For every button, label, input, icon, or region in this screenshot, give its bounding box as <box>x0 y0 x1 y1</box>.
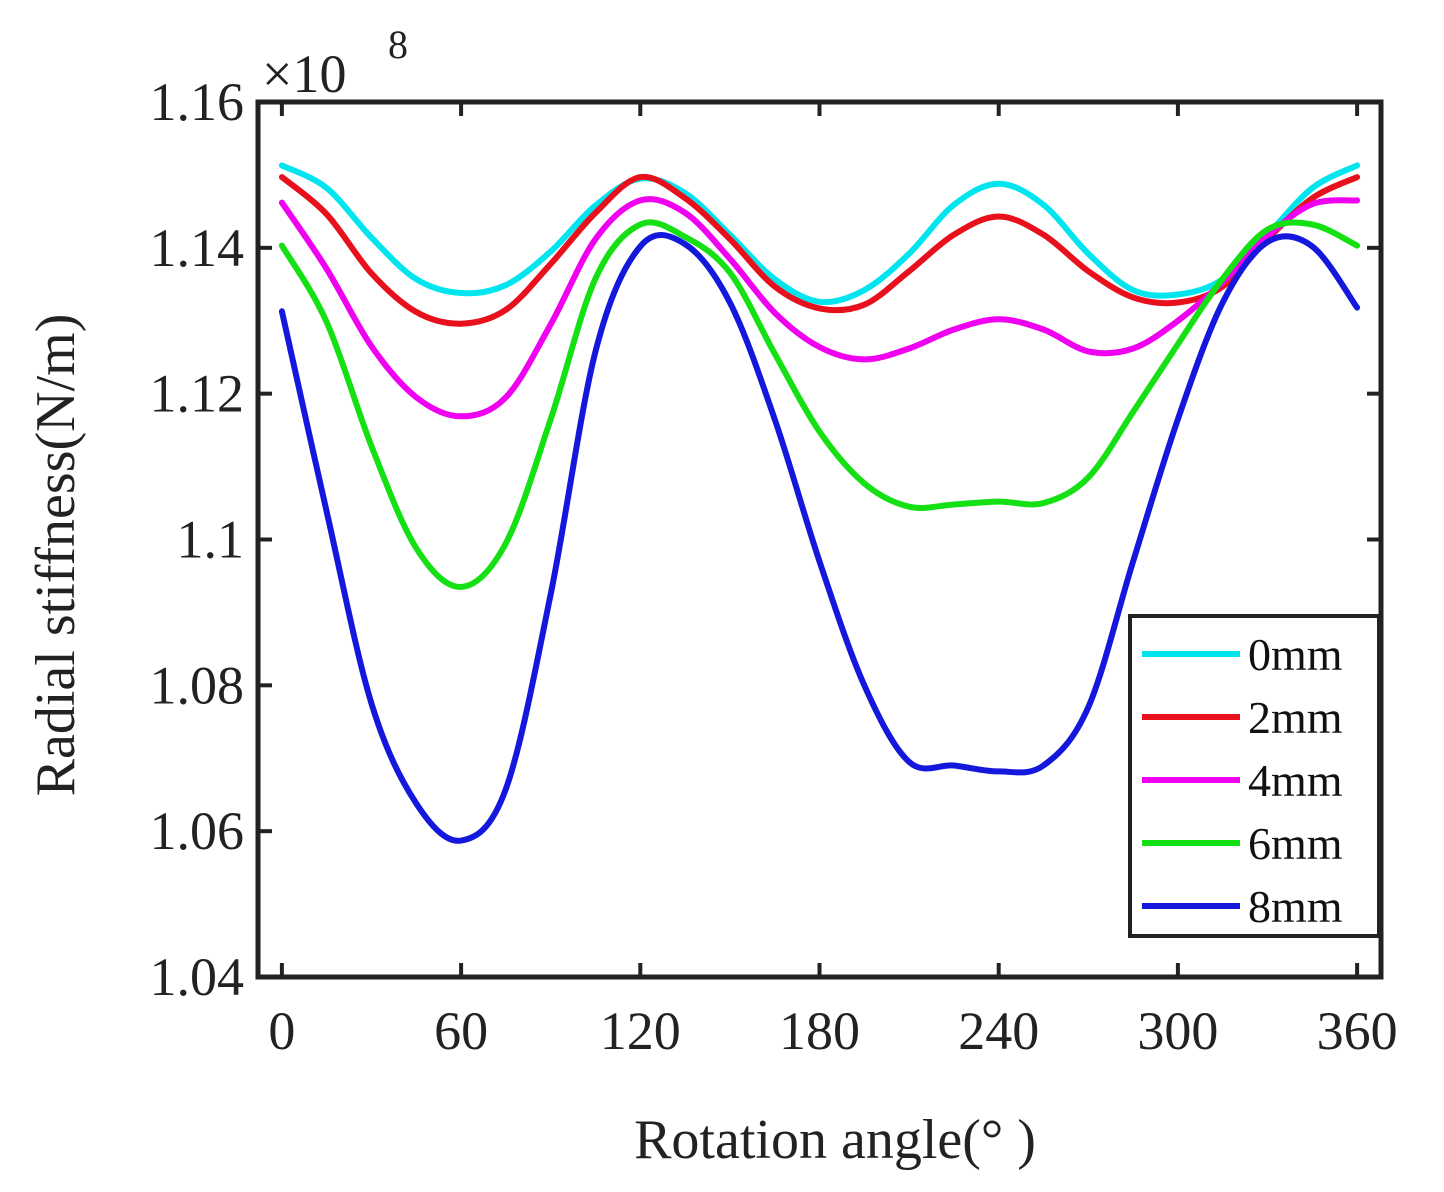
y-tick-label-1.1: 1.1 <box>177 510 245 570</box>
y-tick-label-1.16: 1.16 <box>150 72 245 132</box>
y-tick-label-1.14: 1.14 <box>150 218 245 278</box>
tick-layer: 0 60 120 180 240 300 360 1.04 1.06 1.08 1.1 1.12 1.1… <box>150 72 1398 1061</box>
x-tick-label-120: 120 <box>600 1001 681 1061</box>
x-tick-label-180: 180 <box>779 1001 860 1061</box>
y-axis-title: Radial stiffness(N/m) <box>25 314 87 797</box>
legend-entries: 0mm 2mm 4mm 6mm 8mm <box>1142 629 1343 932</box>
legend-label-0mm: 0mm <box>1248 629 1343 680</box>
legend-label-4mm: 4mm <box>1248 755 1343 806</box>
y-exponent-base: ×10 <box>262 44 346 104</box>
x-tick-label-300: 300 <box>1137 1001 1218 1061</box>
legend-box <box>1128 614 1381 938</box>
series-layer <box>278 162 1361 844</box>
legend-label-8mm: 8mm <box>1248 881 1343 932</box>
y-exponent-power: 8 <box>388 22 408 67</box>
series-line-0mm <box>278 162 1361 306</box>
legend: 0mm 2mm 4mm 6mm 8mm <box>1128 614 1381 938</box>
x-tick-label-60: 60 <box>434 1001 488 1061</box>
legend-label-6mm: 6mm <box>1248 818 1343 869</box>
series-line-4mm <box>278 196 1361 420</box>
x-tick-label-0: 0 <box>268 1001 295 1061</box>
legend-label-2mm: 2mm <box>1248 692 1343 743</box>
series-line-6mm <box>278 219 1361 590</box>
x-axis-title: Rotation angle(° ) <box>634 1109 1036 1171</box>
series-line-8mm <box>278 232 1361 844</box>
y-tick-label-1.06: 1.06 <box>150 801 245 861</box>
y-tick-label-1.12: 1.12 <box>150 364 245 424</box>
y-tick-label-1.08: 1.08 <box>150 655 245 715</box>
y-exponent: ×10 8 <box>262 22 408 104</box>
y-tick-label-1.04: 1.04 <box>150 947 245 1007</box>
series-line-2mm <box>278 173 1361 327</box>
x-tick-label-240: 240 <box>958 1001 1039 1061</box>
x-tick-label-360: 360 <box>1317 1001 1398 1061</box>
